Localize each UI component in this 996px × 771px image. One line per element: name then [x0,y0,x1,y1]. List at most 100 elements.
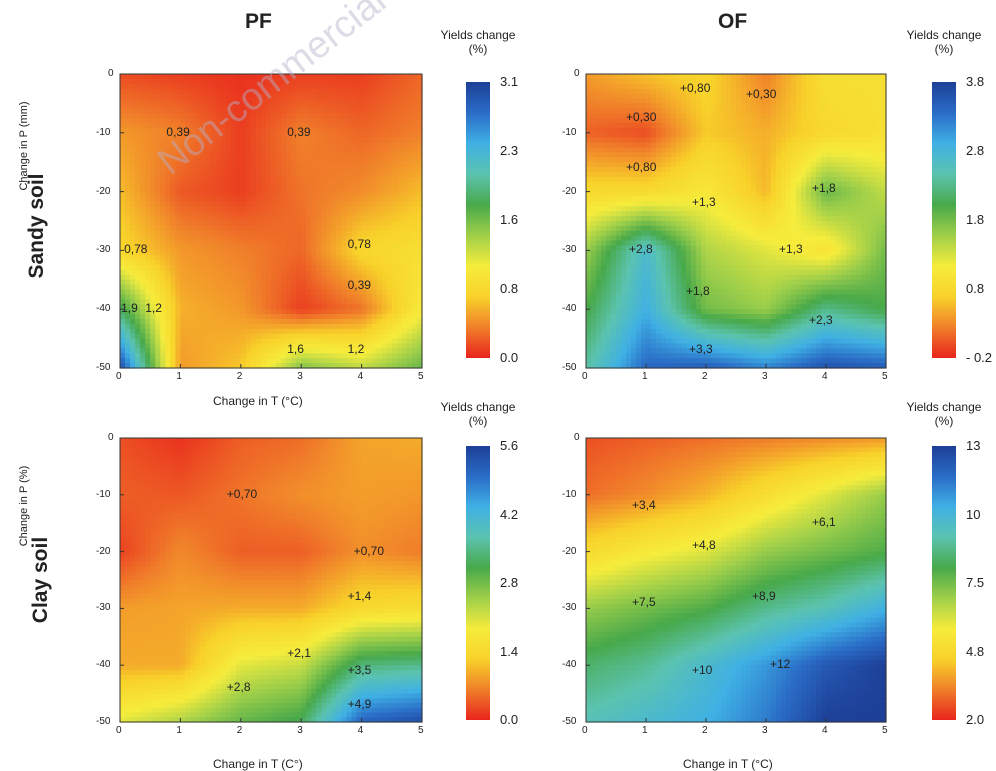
heatmap-cell [301,236,307,242]
heatmap-cell [701,162,707,168]
heatmap-cell [731,167,737,173]
heatmap-cell [281,304,287,310]
heatmap-cell [266,348,272,354]
heatmap-cell [311,339,317,345]
heatmap-cell [231,334,237,340]
heatmap-cell [190,285,196,291]
heatmap-cell [196,348,202,354]
heatmap-cell [160,103,166,109]
heatmap-cell [407,270,413,276]
heatmap-cell [326,290,332,296]
heatmap-cell [357,250,363,256]
heatmap-cell [651,89,657,95]
heatmap-cell [185,211,191,217]
heatmap-cell [155,255,161,260]
heatmap-cell [150,113,156,119]
heatmap-cell [291,197,297,203]
heatmap-cell [781,113,787,119]
heatmap-cell [241,187,247,193]
heatmap-cell [326,197,332,203]
heatmap-cell [261,221,267,227]
heatmap-cell [666,123,672,129]
heatmap-cell [866,128,872,133]
heatmap-cell [341,89,347,95]
heatmap-cell [331,99,337,105]
heatmap-cell [125,167,131,173]
heatmap-cell [876,74,882,80]
heatmap-cell [321,162,327,168]
heatmap-cell [120,143,126,149]
heatmap-cell [170,206,176,212]
heatmap-cell [155,319,161,325]
heatmap-cell [276,304,282,310]
heatmap-cell [606,167,612,173]
heatmap-cell [387,89,393,95]
heatmap-cell [412,255,418,260]
heatmap-cell [165,260,171,266]
heatmap-cell [866,152,872,158]
heatmap-cell [281,221,287,227]
heatmap-cell [190,255,196,260]
heatmap-cell [190,177,196,183]
heatmap-cell [412,108,418,114]
heatmap-cell [756,143,762,149]
heatmap-cell [326,270,332,276]
heatmap-cell [606,162,612,168]
heatmap-cell [796,89,802,95]
heatmap-cell [326,128,332,133]
heatmap-cell [786,143,792,149]
heatmap-cell [271,255,277,260]
heatmap-cell [831,162,837,168]
heatmap-cell [851,128,857,133]
heatmap-cell [621,138,627,144]
heatmap-cell [326,339,332,345]
heatmap-cell [321,103,327,109]
heatmap-cell [160,89,166,95]
heatmap-cell [387,329,393,335]
heatmap-cell [336,182,342,188]
heatmap-cell [211,275,217,281]
heatmap-cell [160,358,166,364]
heatmap-cell [367,148,373,154]
heatmap-cell [352,128,358,133]
heatmap-cell [352,304,358,310]
heatmap-cell [221,275,227,281]
heatmap-cell [382,143,388,149]
heatmap-cell [751,79,757,85]
heatmap-cell [266,226,272,232]
heatmap-cell [226,304,232,310]
heatmap-cell [120,133,126,139]
heatmap-cell [160,182,166,188]
heatmap-cell [671,118,677,124]
heatmap-cell [331,295,337,301]
heatmap-cell [175,103,181,109]
heatmap-cell [316,118,322,124]
heatmap-cell [160,118,166,124]
heatmap-cell [331,74,337,80]
heatmap-cell [190,89,196,95]
heatmap-cell [876,177,882,183]
heatmap-cell [316,290,322,296]
heatmap-cell [125,123,131,129]
heatmap-cell [631,94,637,100]
heatmap-cell [656,167,662,173]
heatmap-cell [170,304,176,310]
heatmap-cell [362,157,368,163]
heatmap-cell [296,201,302,207]
heatmap-cell [221,206,227,212]
heatmap-cell [140,152,146,158]
heatmap-cell [301,192,307,198]
heatmap-cell [641,182,647,188]
heatmap-cell [216,319,222,325]
heatmap-cell [407,265,413,271]
heatmap-cell [876,133,882,139]
heatmap-cell [382,280,388,286]
heatmap-cell [341,324,347,330]
heatmap-cell [691,118,697,124]
heatmap-cell [746,162,752,168]
heatmap-cell [871,113,877,119]
heatmap-cell [306,221,312,227]
heatmap-cell [276,241,282,247]
heatmap-cell [736,167,742,173]
heatmap-cell [781,128,787,133]
